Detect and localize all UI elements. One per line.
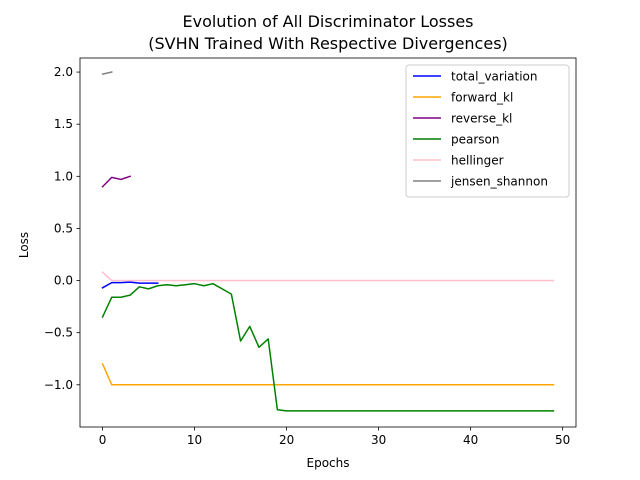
series-line-total-variation [101, 281, 159, 289]
y-tick-label: 1.0 [54, 169, 73, 183]
series-line-pearson [101, 282, 555, 412]
legend-label-total-variation: total_variation [451, 70, 538, 84]
chart-title-line-1: Evolution of All Discriminator Losses [182, 12, 473, 31]
x-tick-label: 50 [555, 433, 570, 447]
chart-title-line-2: (SVHN Trained With Respective Divergence… [148, 34, 508, 53]
legend: total_variation forward_kl reverse_klpears… [405, 64, 570, 198]
series-line-reverse-kl [101, 175, 132, 188]
series-line-forward-kl [101, 362, 555, 386]
legend-label-jensen-shannon: jensen_shannon [450, 175, 548, 189]
legend-label-pearson: pearson [451, 133, 500, 147]
legend-box [405, 64, 570, 198]
x-tick-label: 20 [279, 433, 294, 447]
y-tick-label: 0.0 [54, 274, 73, 288]
y-tick-label: 0.5 [54, 221, 73, 235]
series-line-jensen-shannon [101, 71, 113, 76]
legend-label-reverse-kl: reverse_kl [451, 112, 512, 126]
plot-area: 0 10 20 30 40 50 2.0 1.5 1.0 0.5 0.0 −0.5 −1.0 total_… [44, 57, 577, 447]
x-tick-label: 0 [99, 433, 107, 447]
y-tick-label: 2.0 [54, 65, 73, 79]
y-tick-label: −0.5 [44, 326, 73, 340]
y-tick-label: −1.0 [44, 378, 73, 392]
y-axis-label: Loss [17, 232, 31, 258]
x-tick-label: 40 [463, 433, 478, 447]
series-lines [101, 71, 555, 412]
x-tick-label: 10 [187, 433, 202, 447]
y-tick-label: 1.5 [54, 117, 73, 131]
series-line-hellinger [101, 271, 555, 282]
legend-label-hellinger: hellinger [451, 154, 504, 168]
legend-label-forward-kl: forward_kl [451, 91, 513, 105]
x-axis-label: Epochs [307, 456, 350, 470]
axes-frame [79, 57, 577, 428]
x-tick-label: 30 [371, 433, 386, 447]
